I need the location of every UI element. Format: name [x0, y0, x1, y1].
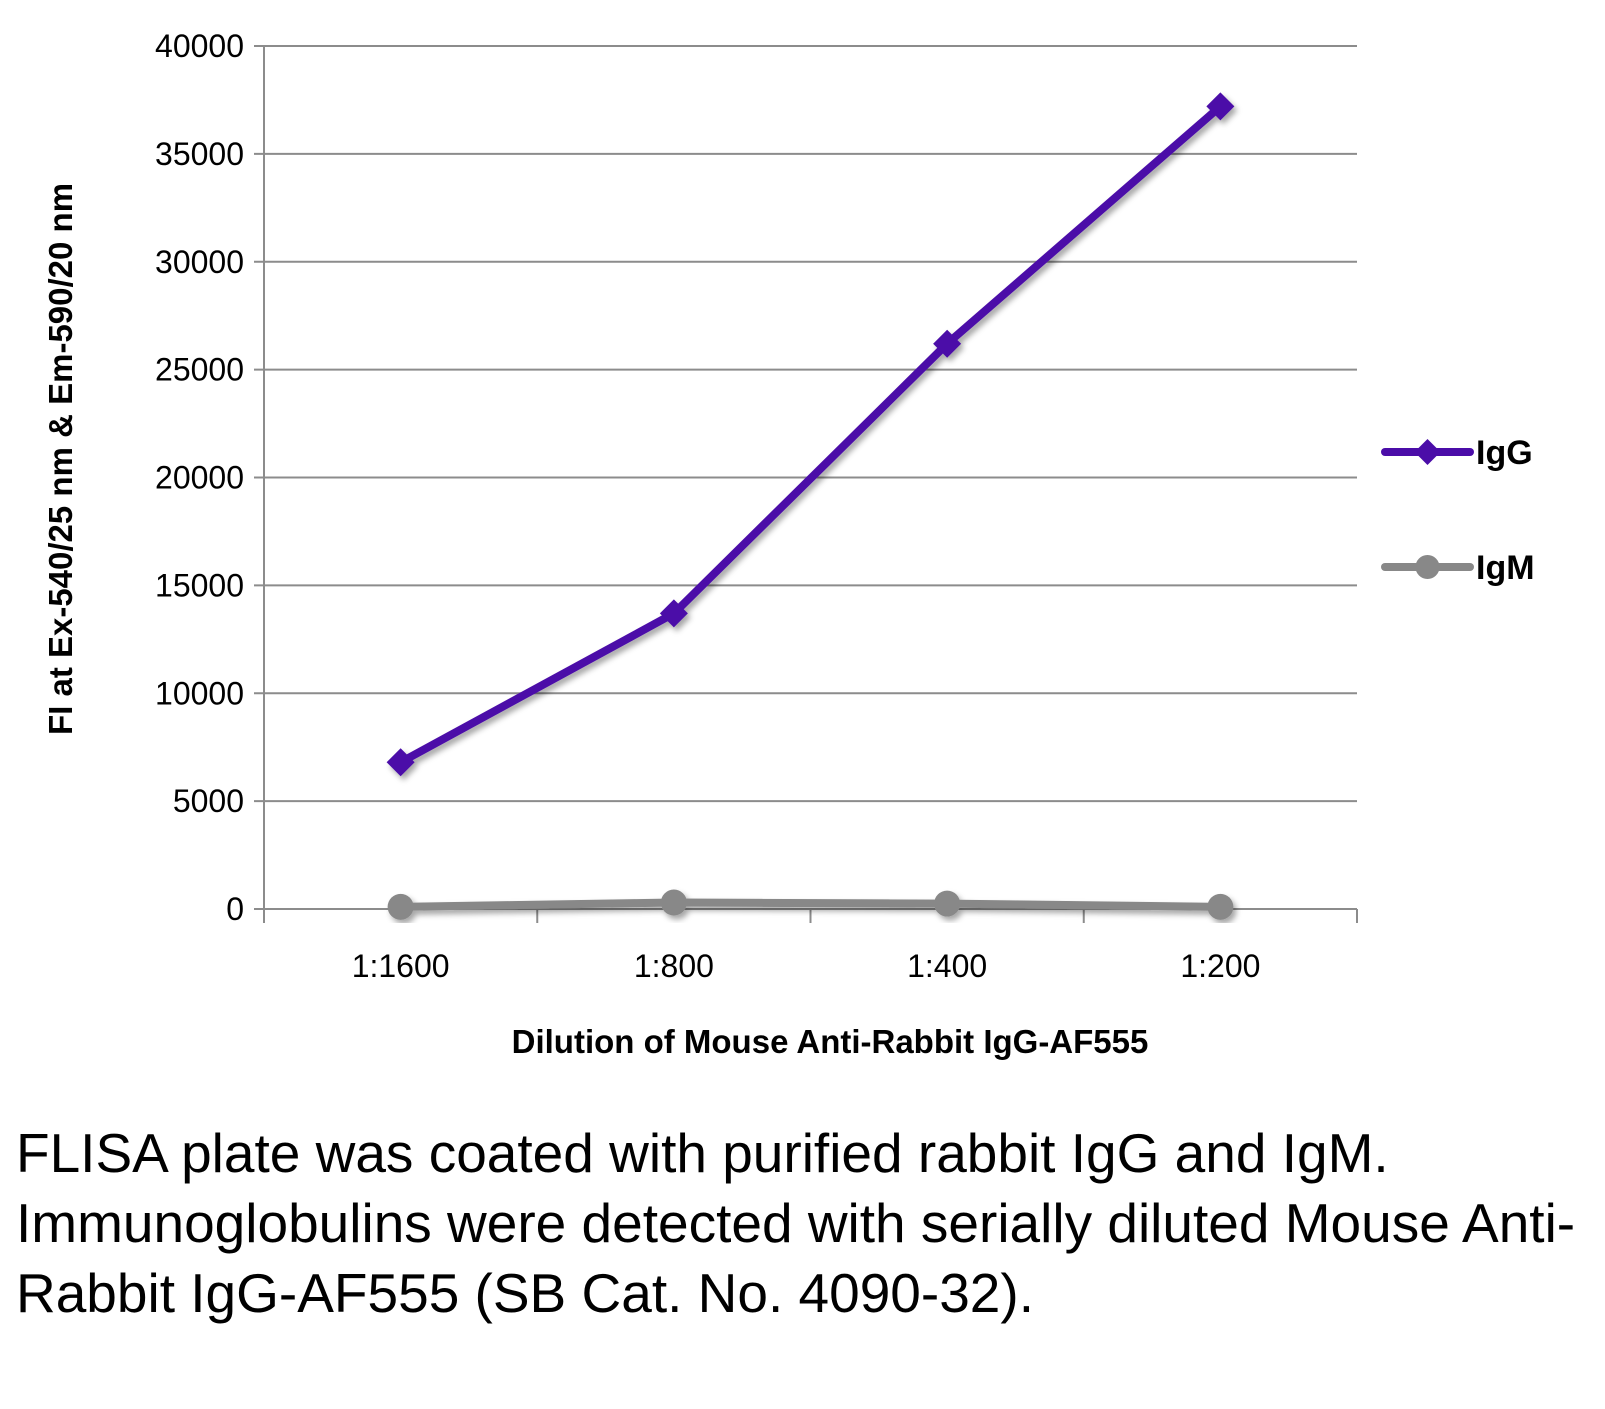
- data-point: [934, 890, 961, 917]
- y-tick-label: 25000: [155, 352, 244, 388]
- series-line: [396, 898, 1225, 911]
- line-chart: 0 5000 10000 15000 20000 25000 30000 35000 40000…: [42, 28, 1535, 1060]
- x-tick-label: 1:800: [634, 948, 714, 984]
- data-point: [387, 893, 414, 920]
- series-igg: [386, 92, 1235, 777]
- y-tick-label: 5000: [173, 783, 244, 819]
- series-igm: [387, 889, 1234, 920]
- data-point: [660, 889, 687, 916]
- data-point: [933, 329, 962, 358]
- y-tick-label: 0: [226, 891, 244, 927]
- legend-item-igg: IgG: [1381, 434, 1533, 472]
- series-line: [396, 102, 1225, 767]
- y-tick-label: 35000: [155, 136, 244, 172]
- y-tick-label: 40000: [155, 28, 244, 64]
- legend: IgG IgM: [1381, 434, 1535, 587]
- x-axis-title: Dilution of Mouse Anti-Rabbit IgG-AF555: [512, 1023, 1149, 1060]
- figure-caption: FLISA plate was coated with purified rab…: [16, 1122, 1576, 1324]
- data-point: [1206, 92, 1235, 121]
- x-tick-label: 1:400: [907, 948, 987, 984]
- y-axis-title: FI at Ex-540/25 nm & Em-590/20 nm: [42, 183, 79, 735]
- data-point: [386, 748, 415, 777]
- x-tick-label: 1:200: [1180, 948, 1260, 984]
- legend-item-igm: IgM: [1381, 549, 1535, 587]
- data-point: [1414, 439, 1441, 465]
- y-tick-label: 20000: [155, 460, 244, 496]
- x-tick-label: 1:1600: [352, 948, 450, 984]
- data-point: [1207, 893, 1234, 920]
- y-tick-label: 30000: [155, 244, 244, 280]
- data-point: [659, 599, 688, 628]
- data-point: [1415, 555, 1440, 579]
- legend-label: IgM: [1476, 549, 1535, 587]
- data-series: [386, 92, 1235, 920]
- y-tick-label: 10000: [155, 675, 244, 711]
- y-tick-labels: 0 5000 10000 15000 20000 25000 30000 35000 40000: [155, 28, 244, 927]
- legend-label: IgG: [1476, 434, 1533, 472]
- gridlines: [254, 45, 1357, 803]
- x-tick-labels: 1:1600 1:800 1:400 1:200: [352, 948, 1261, 984]
- y-tick-label: 15000: [155, 567, 244, 603]
